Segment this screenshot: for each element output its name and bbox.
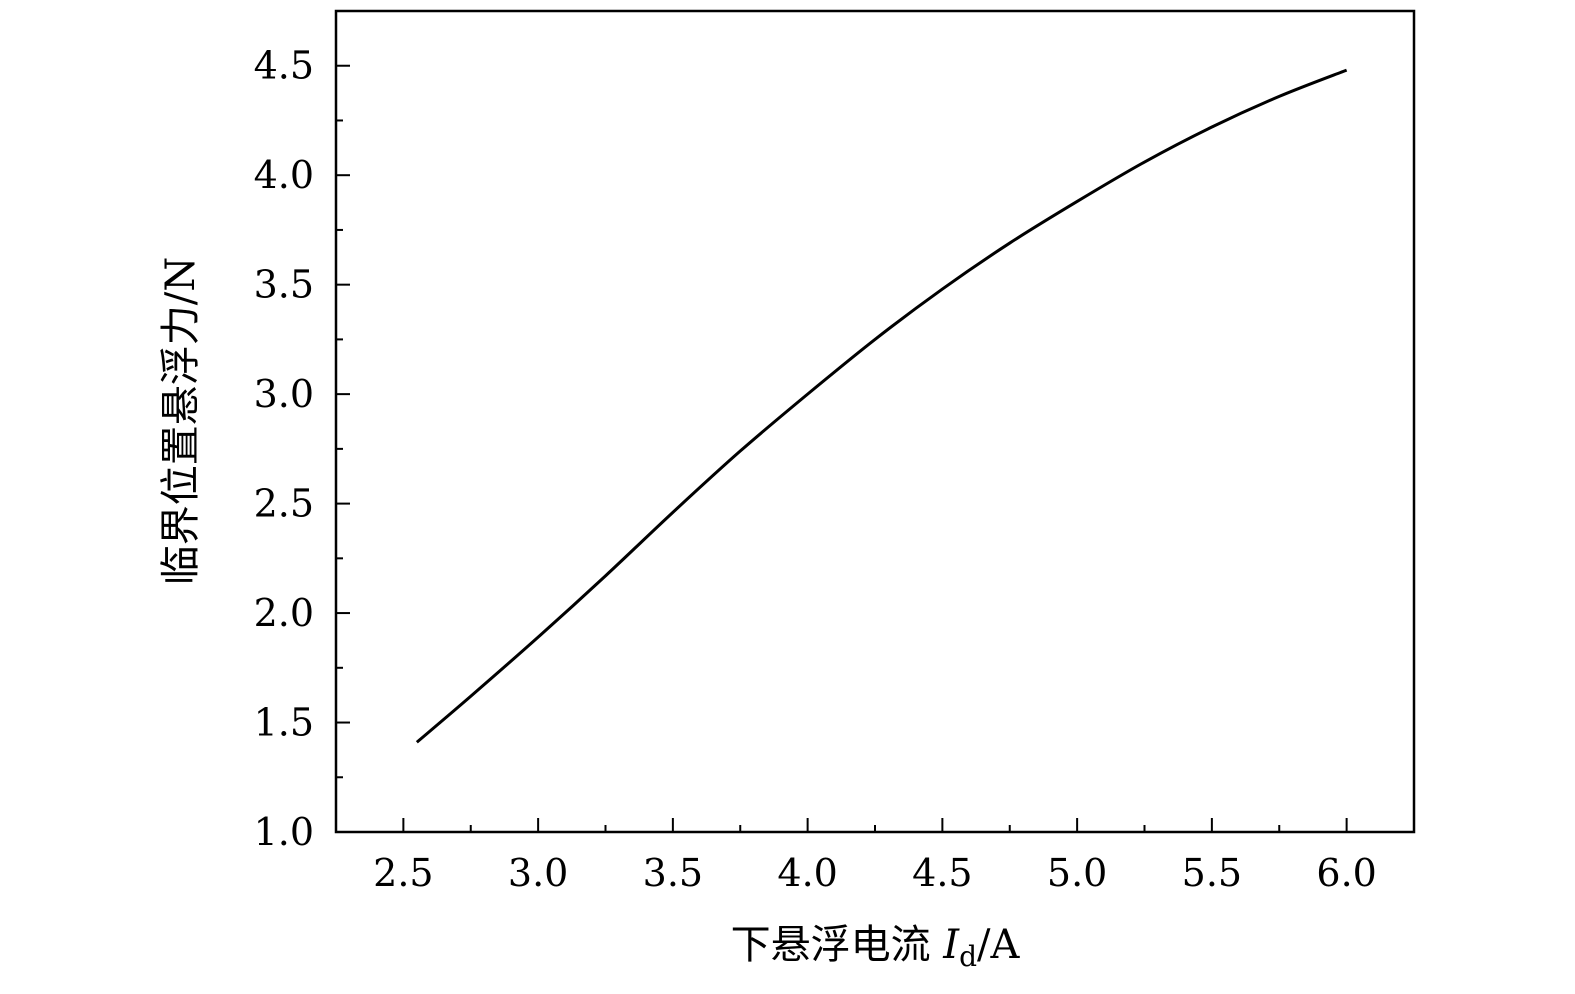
plot-frame [334,9,1416,834]
series-layer [415,68,1348,744]
y-tick-label: 3.5 [254,263,314,307]
series-line [415,68,1348,744]
y-tick-label: 2.5 [254,482,314,526]
y-tick-label: 1.0 [254,810,314,854]
y-tick-label: 3.0 [254,372,314,416]
x-tick-label: 4.0 [777,851,837,895]
y-tick-label: 4.5 [254,44,314,88]
x-tick-label: 2.5 [373,851,433,895]
x-tick-label: 6.0 [1316,851,1376,895]
y-tick-label: 2.0 [254,591,314,635]
x-tick-label: 3.0 [508,851,568,895]
x-tick-label: 5.5 [1182,851,1242,895]
x-tick-label: 4.5 [912,851,972,895]
y-axis-label: 临界位置悬浮力/N [158,257,204,585]
x-axis-label: 下悬浮电流 Id/A [731,922,1021,973]
y-ticks: 1.0 1.5 2.0 2.5 3.0 3.5 4.0 4.5 [254,44,350,854]
y-tick-label: 4.0 [254,153,314,197]
x-ticks: 2.5 3.0 3.5 4.0 4.5 5.0 5.5 6.0 [373,818,1377,895]
x-tick-label: 5.0 [1047,851,1107,895]
x-tick-label: 3.5 [643,851,703,895]
y-tick-label: 1.5 [254,701,314,745]
